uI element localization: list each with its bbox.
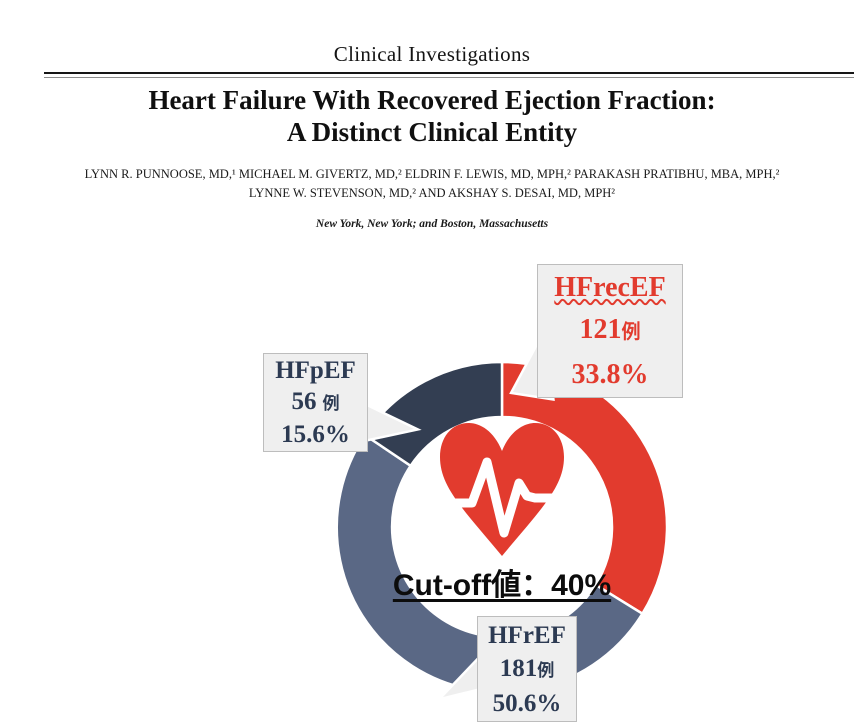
section-divider-rule bbox=[44, 72, 854, 78]
author-list: LYNN R. PUNNOOSE, MD,¹ MICHAEL M. GIVERT… bbox=[0, 165, 864, 202]
heart-pulse-icon bbox=[440, 423, 564, 556]
callout-hfpef-percent: 15.6% bbox=[281, 421, 350, 448]
callout-hfrecef-label: HFrecEF bbox=[554, 271, 666, 303]
count-unit: 例 bbox=[322, 394, 340, 413]
count-unit: 例 bbox=[537, 660, 555, 680]
ekg-line bbox=[443, 457, 562, 538]
callout-hfrecef-percent: 33.8% bbox=[571, 358, 649, 390]
affiliation: New York, New York; and Boston, Massachu… bbox=[315, 218, 549, 230]
callout-hfrecef: HFrecEF 121例 33.8% bbox=[537, 264, 683, 398]
paper-title-line1: Heart Failure With Recovered Ejection Fr… bbox=[148, 85, 716, 115]
callout-hfpef-label: HFpEF bbox=[275, 357, 356, 384]
callout-hfref-label: HFrEF bbox=[488, 621, 566, 649]
callout-hfpef: HFpEF 56 例 15.6% bbox=[263, 353, 368, 452]
center-cutoff-label: Cut-off値：40% bbox=[392, 569, 612, 602]
callout-hfref-percent: 50.6% bbox=[492, 689, 562, 717]
callout-hfref: HFrEF 181例 50.6% bbox=[477, 616, 577, 722]
count-unit: 例 bbox=[621, 321, 641, 343]
count-value: 181 bbox=[499, 654, 538, 682]
paper-title: Heart Failure With Recovered Ejection Fr… bbox=[0, 84, 864, 148]
count-value: 56 bbox=[291, 388, 317, 415]
callout-hfref-count: 181例 bbox=[500, 652, 555, 687]
heart-shape bbox=[440, 423, 564, 556]
authors-line2: LYNNE W. STEVENSON, MD,² AND AKSHAY S. D… bbox=[248, 185, 616, 200]
authors-line1: LYNN R. PUNNOOSE, MD,¹ MICHAEL M. GIVERT… bbox=[84, 167, 780, 181]
callout-hfpef-count: 56 例 bbox=[292, 386, 340, 419]
running-head: Clinical Investigations bbox=[333, 42, 531, 66]
donut-slice-hfpef bbox=[363, 360, 504, 468]
paper-title-line2: A Distinct Clinical Entity bbox=[286, 117, 578, 147]
count-value: 121 bbox=[579, 313, 622, 345]
callout-hfrecef-count: 121例 bbox=[579, 309, 640, 354]
